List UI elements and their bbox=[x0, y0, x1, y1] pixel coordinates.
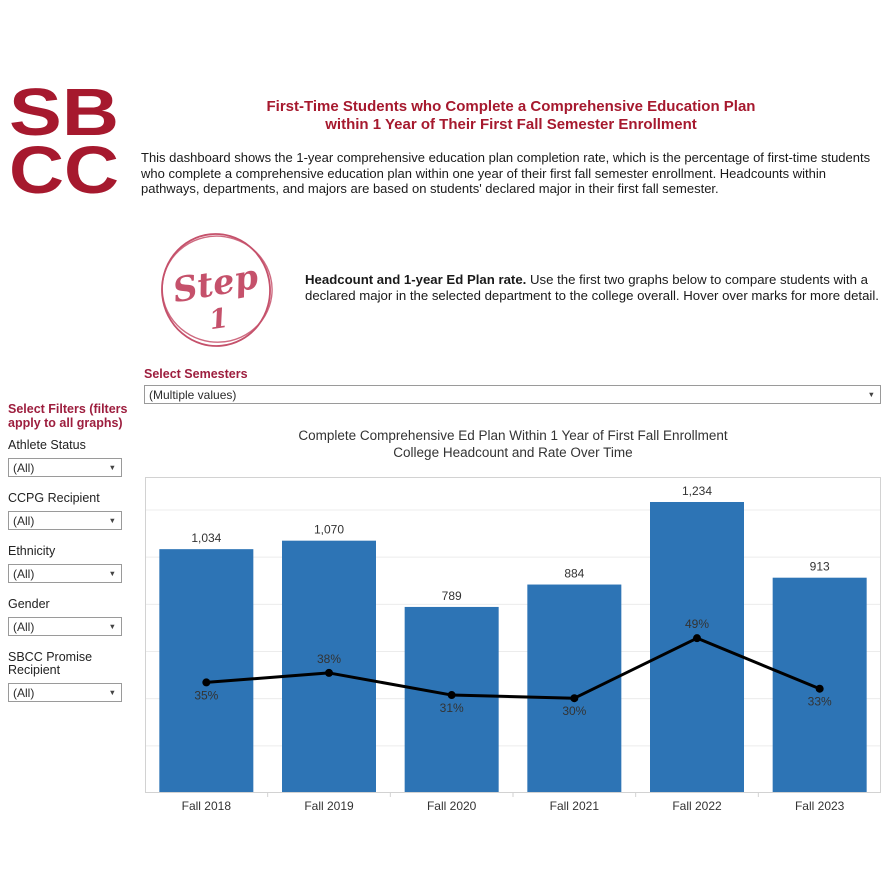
chart-label: 1,034 bbox=[191, 531, 221, 545]
page-title-line1: First-Time Students who Complete a Compr… bbox=[266, 98, 756, 115]
ethnicity-dropdown[interactable]: (All) ▼ bbox=[8, 564, 122, 583]
logo-text-cc: CC bbox=[9, 133, 119, 198]
filter-label: CCPG Recipient bbox=[8, 491, 100, 505]
line-marker[interactable] bbox=[447, 691, 456, 700]
select-semesters-value: (Multiple values) bbox=[149, 387, 237, 402]
step-1-lead: Headcount and 1-year Ed Plan rate. bbox=[305, 272, 527, 287]
headcount-rate-chart[interactable]: 1,034 Fall 2018 1,070 Fall 2019 789 Fall 2020… bbox=[145, 477, 881, 825]
page-title-line2: within 1 Year of Their First Fall Semest… bbox=[325, 116, 697, 133]
badge-step-number: 1 bbox=[207, 303, 230, 336]
chart-label: Fall 2021 bbox=[550, 799, 600, 813]
filter-group-ethnicity: Ethnicity (All) ▼ bbox=[8, 545, 134, 583]
chart-label: 38% bbox=[317, 652, 341, 666]
chevron-down-icon: ▼ bbox=[108, 568, 116, 578]
chart-title: Complete Comprehensive Ed Plan Within 1 … bbox=[145, 427, 881, 461]
step-1-badge: Step 1 bbox=[161, 233, 273, 347]
badge-circle-inner bbox=[161, 235, 273, 343]
filters-sidebar: Select Filters (filters apply to all gra… bbox=[8, 402, 134, 717]
chart-label: 913 bbox=[810, 560, 830, 574]
badge-step-word: Step bbox=[170, 257, 262, 311]
filter-label: Gender bbox=[8, 597, 50, 611]
bar-mark[interactable] bbox=[404, 606, 499, 793]
chevron-down-icon: ▼ bbox=[108, 462, 116, 472]
chart-label: 884 bbox=[564, 567, 584, 581]
chevron-down-icon: ▼ bbox=[108, 621, 116, 631]
filter-group-gender: Gender (All) ▼ bbox=[8, 598, 134, 636]
chart-label: 31% bbox=[440, 701, 464, 715]
chart-label: Fall 2020 bbox=[427, 799, 477, 813]
dropdown-value: (All) bbox=[13, 513, 35, 528]
line-marker[interactable] bbox=[325, 668, 333, 677]
chart-label: Fall 2018 bbox=[182, 799, 232, 813]
chevron-down-icon: ▼ bbox=[867, 389, 875, 399]
chart-label: 49% bbox=[685, 617, 709, 631]
dropdown-value: (All) bbox=[13, 685, 35, 700]
dashboard-description: This dashboard shows the 1-year comprehe… bbox=[141, 150, 871, 197]
chevron-down-icon: ▼ bbox=[108, 515, 116, 525]
chart-area: 1,034 Fall 2018 1,070 Fall 2019 789 Fall 2020… bbox=[145, 477, 881, 830]
filter-group-sbcc-promise: SBCC Promise Recipient (All) ▼ bbox=[8, 651, 134, 702]
chart-label: 1,070 bbox=[314, 523, 344, 537]
logo-text-sb: SB bbox=[9, 84, 119, 150]
chart-label: 1,234 bbox=[682, 484, 712, 498]
step-1-body: Use the first two graphs below to compar… bbox=[305, 272, 879, 303]
step-1-instructions: Headcount and 1-year Ed Plan rate. Use t… bbox=[305, 272, 885, 303]
select-semesters-dropdown[interactable]: (Multiple values) ▼ bbox=[144, 385, 881, 404]
bar-mark[interactable] bbox=[650, 501, 744, 793]
chevron-down-icon: ▼ bbox=[108, 687, 116, 697]
dropdown-value: (All) bbox=[13, 460, 35, 475]
chart-label: 30% bbox=[562, 704, 586, 718]
chart-label: Fall 2019 bbox=[304, 799, 354, 813]
bar-mark[interactable] bbox=[527, 584, 622, 793]
chart-label: 33% bbox=[808, 695, 832, 709]
line-marker[interactable] bbox=[570, 694, 579, 703]
bar-mark[interactable] bbox=[159, 549, 254, 793]
dropdown-value: (All) bbox=[13, 619, 35, 634]
filter-label: Athlete Status bbox=[8, 438, 86, 452]
sbcc-logo: SB CC bbox=[9, 84, 119, 198]
filter-group-ccpg-recipient: CCPG Recipient (All) ▼ bbox=[8, 492, 134, 530]
athlete-status-dropdown[interactable]: (All) ▼ bbox=[8, 458, 122, 477]
chart-label: 789 bbox=[442, 589, 462, 603]
select-semesters-label: Select Semesters bbox=[144, 367, 248, 381]
line-marker[interactable] bbox=[693, 634, 701, 643]
chart-label: Fall 2023 bbox=[795, 799, 845, 813]
filter-label: Ethnicity bbox=[8, 544, 56, 558]
chart-label: 35% bbox=[194, 688, 218, 702]
chart-title-line1: Complete Comprehensive Ed Plan Within 1 … bbox=[298, 428, 728, 443]
line-marker[interactable] bbox=[815, 684, 824, 693]
gender-dropdown[interactable]: (All) ▼ bbox=[8, 617, 122, 636]
filter-group-athlete-status: Athlete Status (All) ▼ bbox=[8, 439, 134, 477]
plot-border bbox=[145, 477, 881, 793]
chart-title-line2: College Headcount and Rate Over Time bbox=[393, 445, 633, 460]
rate-line[interactable] bbox=[206, 636, 821, 700]
filters-sidebar-title: Select Filters (filters apply to all gra… bbox=[8, 402, 128, 430]
sbcc-promise-dropdown[interactable]: (All) ▼ bbox=[8, 683, 122, 702]
filter-label: SBCC Promise Recipient bbox=[8, 650, 93, 677]
ccpg-recipient-dropdown[interactable]: (All) ▼ bbox=[8, 511, 122, 530]
page-title: First-Time Students who Complete a Compr… bbox=[140, 98, 882, 134]
bar-mark[interactable] bbox=[282, 540, 376, 793]
line-marker[interactable] bbox=[202, 678, 211, 687]
dropdown-value: (All) bbox=[13, 566, 35, 581]
chart-label: Fall 2022 bbox=[672, 799, 722, 813]
